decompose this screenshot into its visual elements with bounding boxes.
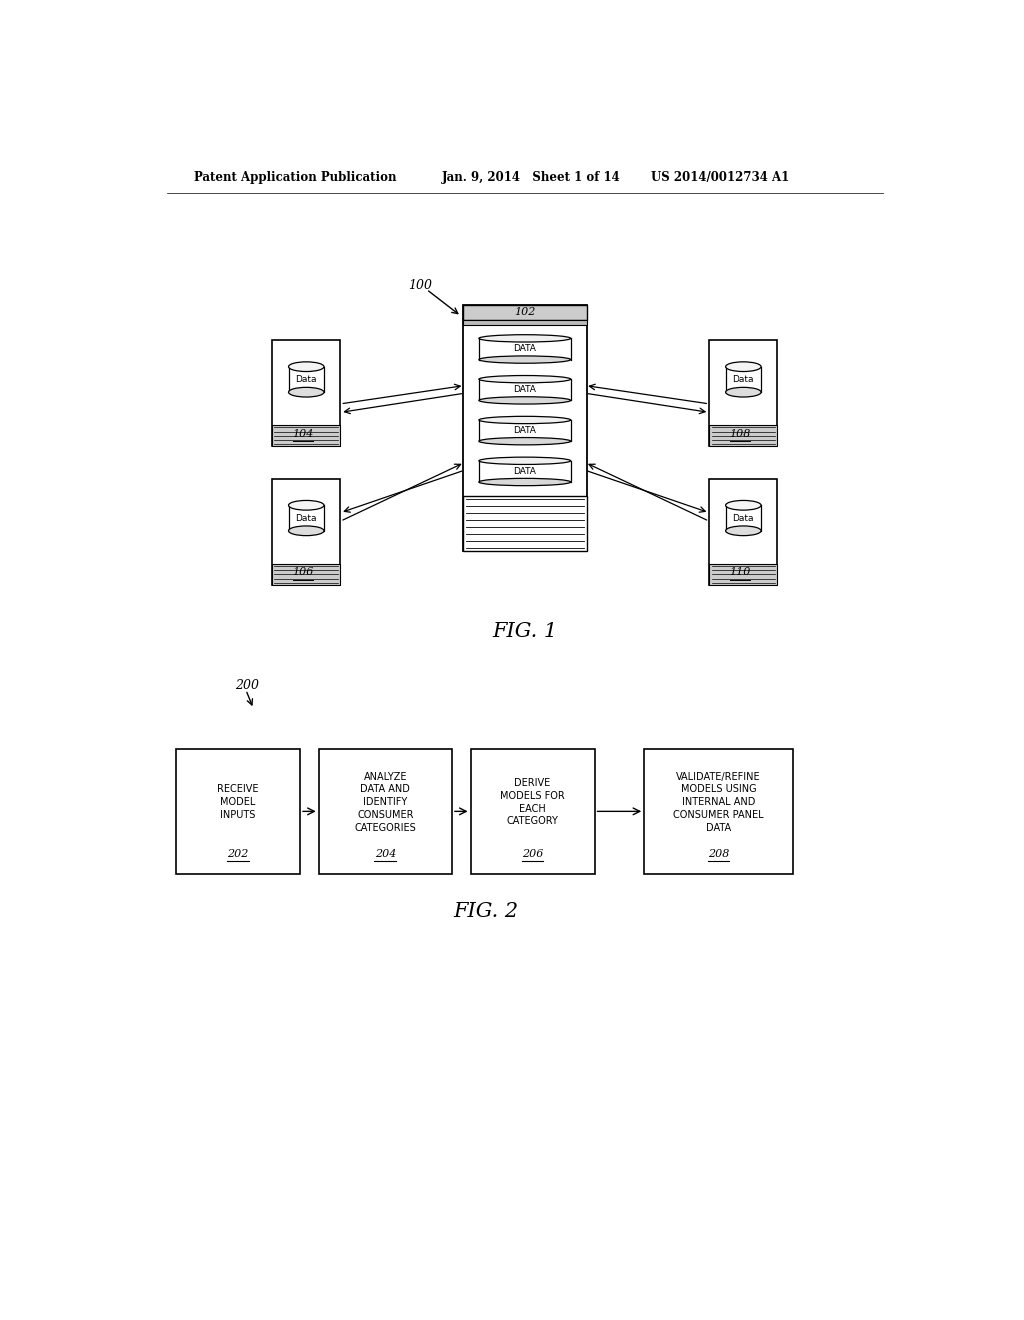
Text: DATA: DATA xyxy=(513,385,537,395)
Ellipse shape xyxy=(479,457,570,465)
Bar xyxy=(710,425,777,446)
Bar xyxy=(272,564,340,585)
Ellipse shape xyxy=(479,416,570,424)
Text: 104: 104 xyxy=(292,429,313,438)
Text: VALIDATE/REFINE
MODELS USING
INTERNAL AND
CONSUMER PANEL
DATA: VALIDATE/REFINE MODELS USING INTERNAL AN… xyxy=(673,771,764,833)
Bar xyxy=(272,479,340,585)
Text: FIG. 2: FIG. 2 xyxy=(454,902,518,921)
Bar xyxy=(318,748,452,874)
Text: RECEIVE
MODEL
INPUTS: RECEIVE MODEL INPUTS xyxy=(217,784,259,820)
Bar xyxy=(710,564,777,585)
Text: 204: 204 xyxy=(375,849,396,859)
Text: 108: 108 xyxy=(729,429,751,438)
Ellipse shape xyxy=(726,525,761,536)
Text: 206: 206 xyxy=(522,849,544,859)
Text: 110: 110 xyxy=(729,568,751,577)
Bar xyxy=(463,305,587,321)
Ellipse shape xyxy=(479,335,570,342)
Ellipse shape xyxy=(726,387,761,397)
Text: Data: Data xyxy=(296,513,317,523)
Text: Patent Application Publication: Patent Application Publication xyxy=(194,172,396,185)
Text: 200: 200 xyxy=(234,680,259,693)
Text: 106: 106 xyxy=(292,568,313,577)
Text: FIG. 1: FIG. 1 xyxy=(493,623,557,642)
Bar xyxy=(463,321,587,325)
Text: US 2014/0012734 A1: US 2014/0012734 A1 xyxy=(651,172,790,185)
Ellipse shape xyxy=(479,375,570,383)
Text: Jan. 9, 2014   Sheet 1 of 14: Jan. 9, 2014 Sheet 1 of 14 xyxy=(442,172,621,185)
Ellipse shape xyxy=(289,362,324,371)
Text: ANALYZE
DATA AND
IDENTIFY
CONSUMER
CATEGORIES: ANALYZE DATA AND IDENTIFY CONSUMER CATEG… xyxy=(354,771,416,833)
Ellipse shape xyxy=(726,500,761,510)
Text: DATA: DATA xyxy=(513,426,537,436)
Ellipse shape xyxy=(289,525,324,536)
Bar xyxy=(176,748,300,874)
Bar xyxy=(710,479,777,585)
Text: DERIVE
MODELS FOR
EACH
CATEGORY: DERIVE MODELS FOR EACH CATEGORY xyxy=(500,777,565,826)
Text: DATA: DATA xyxy=(513,467,537,477)
Text: Data: Data xyxy=(296,375,317,384)
Bar xyxy=(471,748,595,874)
Bar xyxy=(272,341,340,446)
Bar xyxy=(463,305,587,552)
Ellipse shape xyxy=(726,362,761,371)
Bar xyxy=(644,748,793,874)
Bar xyxy=(463,496,587,552)
Text: 100: 100 xyxy=(409,279,432,292)
Text: Data: Data xyxy=(732,375,754,384)
Text: 102: 102 xyxy=(514,308,536,317)
Ellipse shape xyxy=(479,478,570,486)
Text: 208: 208 xyxy=(708,849,729,859)
Bar xyxy=(710,341,777,446)
Ellipse shape xyxy=(479,356,570,363)
Ellipse shape xyxy=(479,397,570,404)
Text: DATA: DATA xyxy=(513,345,537,354)
Text: 202: 202 xyxy=(227,849,249,859)
Ellipse shape xyxy=(289,387,324,397)
Ellipse shape xyxy=(289,500,324,510)
Ellipse shape xyxy=(479,437,570,445)
Text: Data: Data xyxy=(732,513,754,523)
Bar xyxy=(272,425,340,446)
